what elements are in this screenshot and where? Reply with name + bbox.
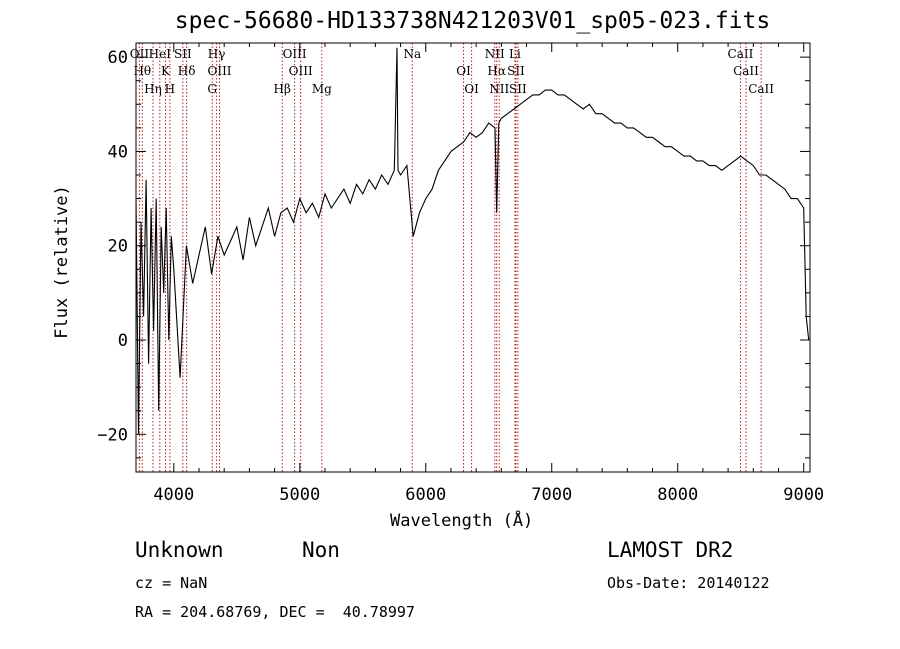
chart-title: spec-56680-HD133738N421203V01_sp05-023.f… bbox=[174, 8, 771, 34]
marker-label-sii: SII bbox=[174, 47, 192, 61]
marker-label-na: Na bbox=[403, 47, 421, 61]
redshift-text: cz = NaN bbox=[135, 574, 208, 592]
marker-label-oi: OI bbox=[456, 64, 471, 78]
marker-label-caii: CaII bbox=[728, 47, 754, 61]
marker-label-oiii: OIII bbox=[207, 64, 231, 78]
x-tick-label: 4000 bbox=[153, 485, 194, 505]
marker-label-hθ: Hθ bbox=[133, 64, 151, 78]
marker-label-mg: Mg bbox=[312, 82, 332, 96]
y-axis-label: Flux (relative) bbox=[52, 185, 72, 339]
marker-label-caii: CaII bbox=[733, 64, 759, 78]
marker-label-nii: NII bbox=[485, 47, 505, 61]
plot-frame bbox=[135, 42, 811, 473]
marker-label-oiii: OIII bbox=[283, 47, 307, 61]
marker-label-h: H bbox=[165, 82, 175, 96]
spectrum-line bbox=[135, 47, 810, 435]
marker-label-hη: Hη bbox=[144, 82, 162, 96]
marker-label-li: Li bbox=[509, 47, 521, 61]
marker-label-g: G bbox=[207, 82, 217, 96]
x-tick-label: 5000 bbox=[279, 485, 320, 505]
marker-label-k: K bbox=[161, 64, 171, 78]
x-tick-label: 9000 bbox=[783, 485, 824, 505]
y-tick-label: 40 bbox=[108, 142, 128, 162]
object-name: Unknown bbox=[135, 538, 224, 562]
marker-label-hei: HeI bbox=[149, 47, 172, 61]
marker-label-nii: NII bbox=[489, 82, 509, 96]
x-tick-label: 7000 bbox=[531, 485, 572, 505]
marker-label-oiii: OIII bbox=[289, 64, 313, 78]
x-axis-label: Wavelength (Å) bbox=[390, 511, 534, 531]
survey-name: LAMOST DR2 bbox=[607, 538, 734, 562]
y-tick-label: 0 bbox=[118, 331, 128, 351]
marker-label-sii: SII bbox=[509, 82, 527, 96]
y-tick-label: −20 bbox=[97, 425, 128, 445]
marker-label-oii: OII bbox=[130, 47, 150, 61]
x-tick-label: 8000 bbox=[657, 485, 698, 505]
y-tick-label: 60 bbox=[108, 48, 128, 68]
marker-label-hα: Hα bbox=[487, 64, 506, 78]
y-tick-label: 20 bbox=[108, 237, 128, 257]
object-class: Non bbox=[302, 538, 340, 562]
marker-label-sii: SII bbox=[507, 64, 525, 78]
marker-label-hγ: Hγ bbox=[208, 47, 226, 61]
marker-label-hβ: Hβ bbox=[274, 82, 291, 96]
x-tick-label: 6000 bbox=[405, 485, 446, 505]
coordinates-text: RA = 204.68769, DEC = 40.78997 bbox=[135, 603, 415, 621]
obs-date: Obs-Date: 20140122 bbox=[607, 574, 770, 592]
marker-label-caii: CaII bbox=[748, 82, 774, 96]
marker-label-oi: OI bbox=[464, 82, 479, 96]
marker-label-hδ: Hδ bbox=[178, 64, 196, 78]
